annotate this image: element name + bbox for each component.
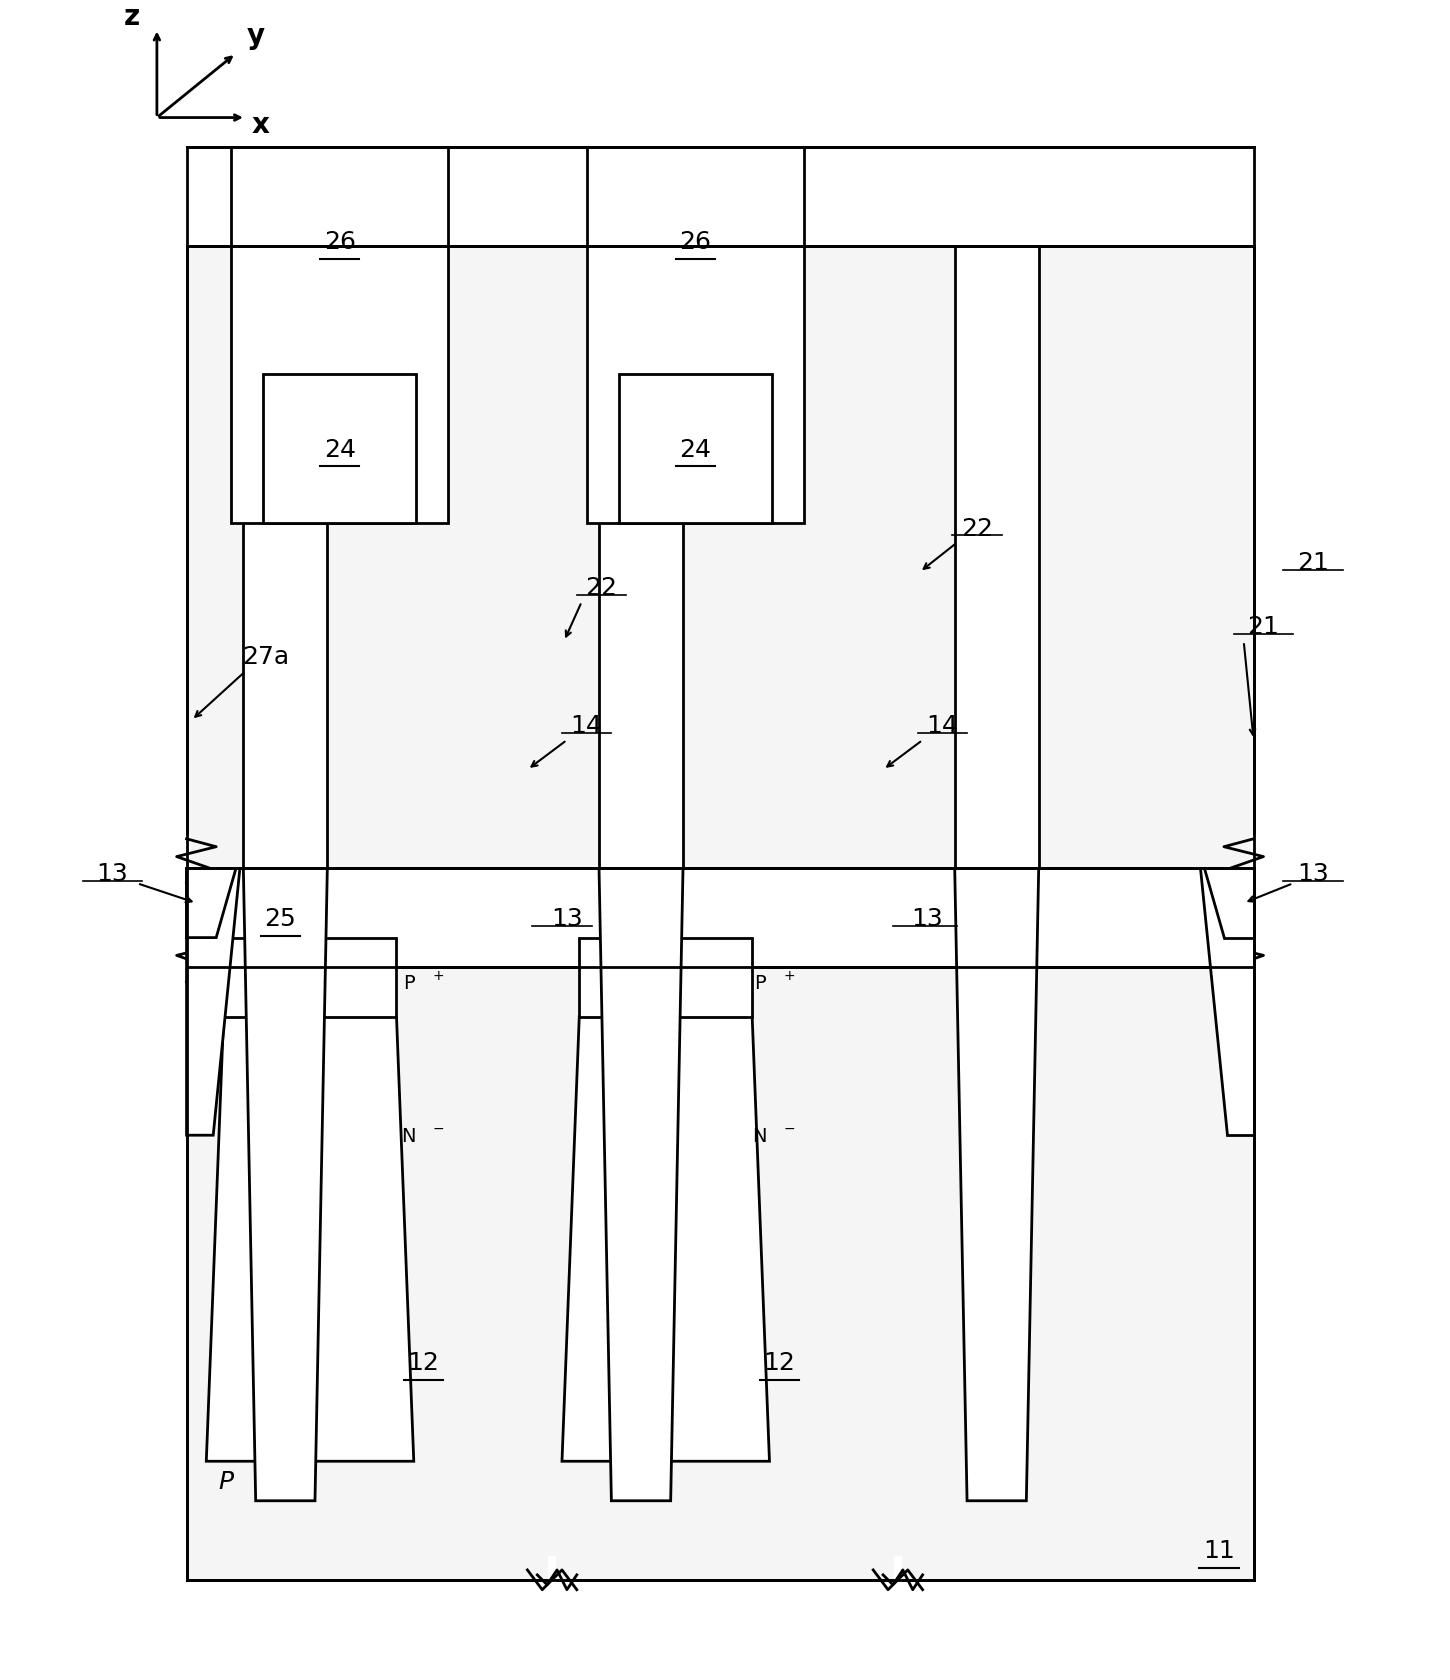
Text: y: y [247, 22, 265, 50]
Text: x: x [252, 111, 270, 139]
Text: 11: 11 [1204, 1539, 1235, 1562]
Text: 26: 26 [323, 230, 355, 254]
Text: P: P [219, 1468, 233, 1494]
Bar [619, 375, 771, 524]
Polygon shape [187, 869, 236, 937]
Polygon shape [1204, 869, 1254, 937]
Text: 21: 21 [1296, 551, 1328, 575]
Text: +: + [432, 969, 444, 983]
Text: 24: 24 [323, 437, 355, 462]
Text: 14: 14 [927, 714, 958, 738]
Text: 13: 13 [97, 862, 128, 885]
Bar [599, 247, 683, 869]
Polygon shape [206, 1016, 413, 1462]
Text: N: N [753, 1126, 767, 1146]
Bar [187, 247, 1254, 869]
Polygon shape [244, 869, 328, 1500]
Polygon shape [599, 869, 683, 1500]
Text: 12: 12 [407, 1351, 439, 1374]
Bar [187, 968, 1254, 1579]
Text: −: − [432, 1122, 444, 1136]
Polygon shape [1201, 869, 1254, 1136]
Text: −: − [783, 1122, 795, 1136]
Text: 13: 13 [551, 906, 583, 931]
Bar [244, 247, 328, 869]
Polygon shape [954, 869, 1038, 1500]
Text: 14: 14 [571, 714, 603, 738]
Bar [231, 148, 448, 524]
Polygon shape [579, 937, 753, 1016]
Text: 22: 22 [961, 516, 993, 541]
Polygon shape [187, 869, 239, 1136]
Text: 13: 13 [912, 906, 944, 931]
Bar [262, 375, 416, 524]
Text: +: + [783, 969, 795, 983]
Text: N: N [402, 1126, 416, 1146]
Text: P: P [754, 973, 766, 991]
Text: 26: 26 [680, 230, 712, 254]
Text: 12: 12 [763, 1351, 795, 1374]
Text: 21: 21 [1247, 615, 1279, 638]
Polygon shape [223, 937, 396, 1016]
Bar [187, 148, 1254, 247]
Text: 22: 22 [586, 576, 618, 600]
Text: 13: 13 [1296, 862, 1328, 885]
Bar [954, 247, 1038, 869]
Bar [587, 148, 805, 524]
Text: 24: 24 [680, 437, 712, 462]
Text: P: P [403, 973, 415, 991]
Polygon shape [563, 1016, 770, 1462]
Text: 27a: 27a [242, 645, 289, 669]
Text: z: z [125, 3, 141, 30]
Text: 25: 25 [264, 906, 296, 931]
Bar [187, 869, 1254, 968]
